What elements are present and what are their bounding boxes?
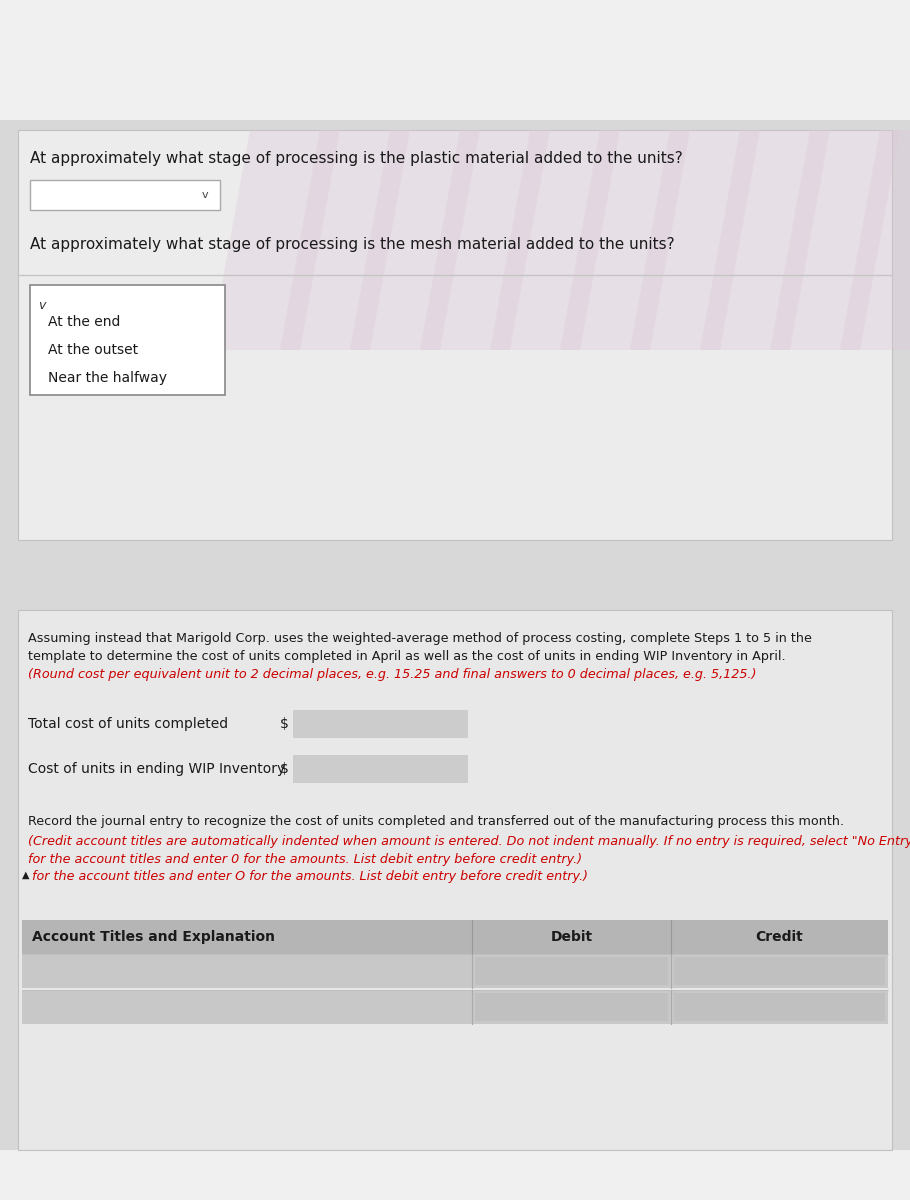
Text: Assuming instead that Marigold Corp. uses the weighted-average method of process: Assuming instead that Marigold Corp. use… <box>28 632 812 646</box>
Text: for the account titles and enter O for the amounts. List debit entry before cred: for the account titles and enter O for t… <box>32 870 588 883</box>
Text: At approximately what stage of processing is the mesh material added to the unit: At approximately what stage of processin… <box>30 238 674 252</box>
Bar <box>293 755 468 782</box>
Text: v: v <box>202 190 208 200</box>
Text: Account Titles and Explanation: Account Titles and Explanation <box>32 930 275 944</box>
Polygon shape <box>700 130 830 350</box>
Bar <box>22 920 888 954</box>
Polygon shape <box>840 130 910 350</box>
Bar <box>293 710 468 738</box>
Text: At the end: At the end <box>48 314 120 329</box>
Text: Debit: Debit <box>551 930 592 944</box>
Polygon shape <box>490 130 620 350</box>
Text: v: v <box>38 299 46 312</box>
Text: Record the journal entry to recognize the cost of units completed and transferre: Record the journal entry to recognize th… <box>28 815 844 828</box>
Text: $: $ <box>280 716 288 731</box>
Text: At the outset: At the outset <box>48 343 138 358</box>
Text: At approximately what stage of processing is the plastic material added to the u: At approximately what stage of processin… <box>30 150 682 166</box>
Text: (Credit account titles are automatically indented when amount is entered. Do not: (Credit account titles are automatically… <box>28 835 910 848</box>
Text: Credit: Credit <box>755 930 804 944</box>
Text: (Round cost per equivalent unit to 2 decimal places, e.g. 15.25 and final answer: (Round cost per equivalent unit to 2 dec… <box>28 668 756 680</box>
Bar <box>0 0 910 120</box>
Bar <box>30 180 220 210</box>
Polygon shape <box>210 130 340 350</box>
Bar <box>674 958 885 985</box>
Bar <box>18 610 892 1150</box>
Polygon shape <box>280 130 410 350</box>
Text: Cost of units in ending WIP Inventory: Cost of units in ending WIP Inventory <box>28 762 285 776</box>
Text: template to determine the cost of units completed in April as well as the cost o: template to determine the cost of units … <box>28 650 790 662</box>
Polygon shape <box>560 130 690 350</box>
Bar <box>22 954 888 988</box>
Polygon shape <box>630 130 760 350</box>
Bar <box>22 990 888 1024</box>
Text: ▲: ▲ <box>22 870 29 880</box>
Bar <box>475 958 668 985</box>
Bar <box>475 994 668 1021</box>
Text: $: $ <box>280 762 288 776</box>
Polygon shape <box>770 130 900 350</box>
Text: Near the halfway: Near the halfway <box>48 371 167 385</box>
Bar <box>0 540 910 610</box>
Polygon shape <box>420 130 550 350</box>
Polygon shape <box>350 130 480 350</box>
Bar <box>674 994 885 1021</box>
Text: for the account titles and enter 0 for the amounts. List debit entry before cred: for the account titles and enter 0 for t… <box>28 853 582 866</box>
Bar <box>0 1150 910 1200</box>
Bar <box>18 130 892 540</box>
Bar <box>30 284 225 395</box>
Text: Total cost of units completed: Total cost of units completed <box>28 716 228 731</box>
